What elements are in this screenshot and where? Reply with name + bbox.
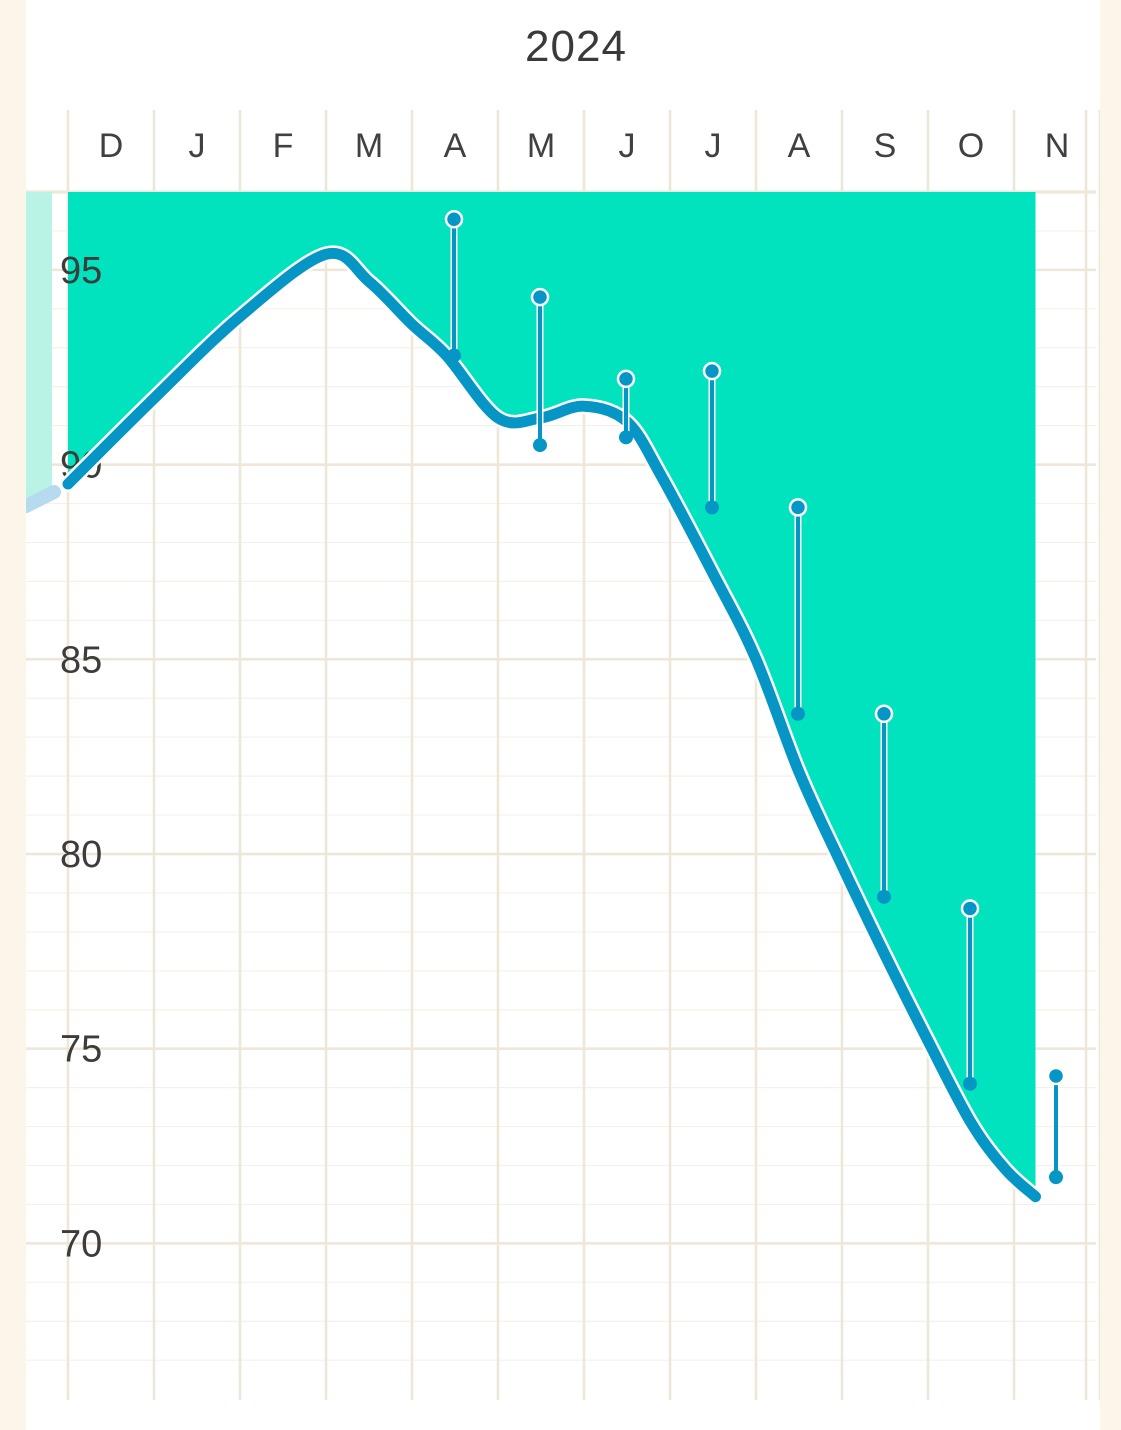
trend-line — [62, 247, 1041, 1203]
range-high-dot — [1046, 1066, 1066, 1086]
range-high-dot — [530, 287, 550, 307]
month-label: D — [99, 127, 124, 165]
range-low-dot — [533, 438, 547, 453]
month-label: S — [874, 127, 897, 165]
month-label: O — [958, 127, 984, 165]
trend-line-faded — [26, 485, 61, 514]
month-label: J — [619, 127, 636, 165]
month-label: A — [444, 127, 467, 165]
range-high-dot — [702, 361, 722, 381]
range-markers — [444, 210, 1066, 1185]
month-label: J — [705, 127, 722, 165]
month-axis: DJFMAMJJASOND — [99, 127, 1070, 165]
range-low-dot — [447, 348, 461, 363]
month-label: J — [189, 127, 206, 165]
month-label: M — [527, 127, 555, 165]
range-low-dot — [705, 500, 719, 515]
range-low-dot — [877, 889, 891, 904]
shaded-area-faded — [26, 192, 52, 513]
trend-line-layer — [26, 245, 1044, 1205]
shaded-area — [26, 192, 1036, 1197]
y-tick-label: 95 — [60, 250, 102, 292]
month-label: N — [1045, 127, 1070, 165]
month-label: M — [355, 127, 383, 165]
range-high-dot — [874, 704, 894, 724]
y-tick-label: 75 — [60, 1029, 102, 1071]
range-high-dot — [616, 369, 636, 389]
range-low-dot — [963, 1076, 977, 1091]
range-high-dot — [788, 498, 808, 517]
month-label: A — [788, 127, 811, 165]
range-high-dot — [960, 899, 980, 918]
shaded-area-fill — [68, 192, 1036, 1197]
chart-title: 2024 — [525, 22, 627, 71]
range-low-dot — [1049, 1170, 1063, 1185]
y-tick-label: 85 — [60, 639, 102, 681]
y-tick-label: 80 — [60, 834, 102, 876]
month-label: F — [273, 127, 294, 165]
range-low-dot — [791, 706, 805, 721]
y-tick-label: 70 — [60, 1223, 102, 1265]
range-low-dot — [619, 430, 633, 445]
range-high-dot — [444, 210, 464, 229]
